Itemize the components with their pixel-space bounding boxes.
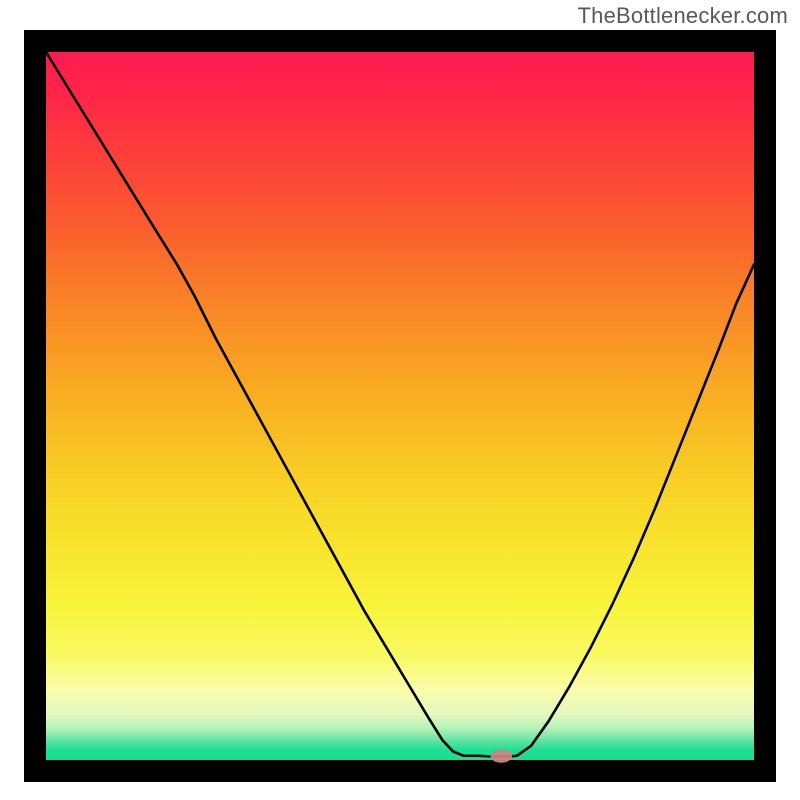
chart-svg (24, 30, 776, 782)
gradient-background (46, 52, 754, 760)
optimal-point-marker (490, 749, 512, 763)
chart-area (24, 30, 776, 782)
container: TheBottlenecker.com (0, 0, 800, 800)
watermark-label: TheBottlenecker.com (578, 3, 788, 29)
